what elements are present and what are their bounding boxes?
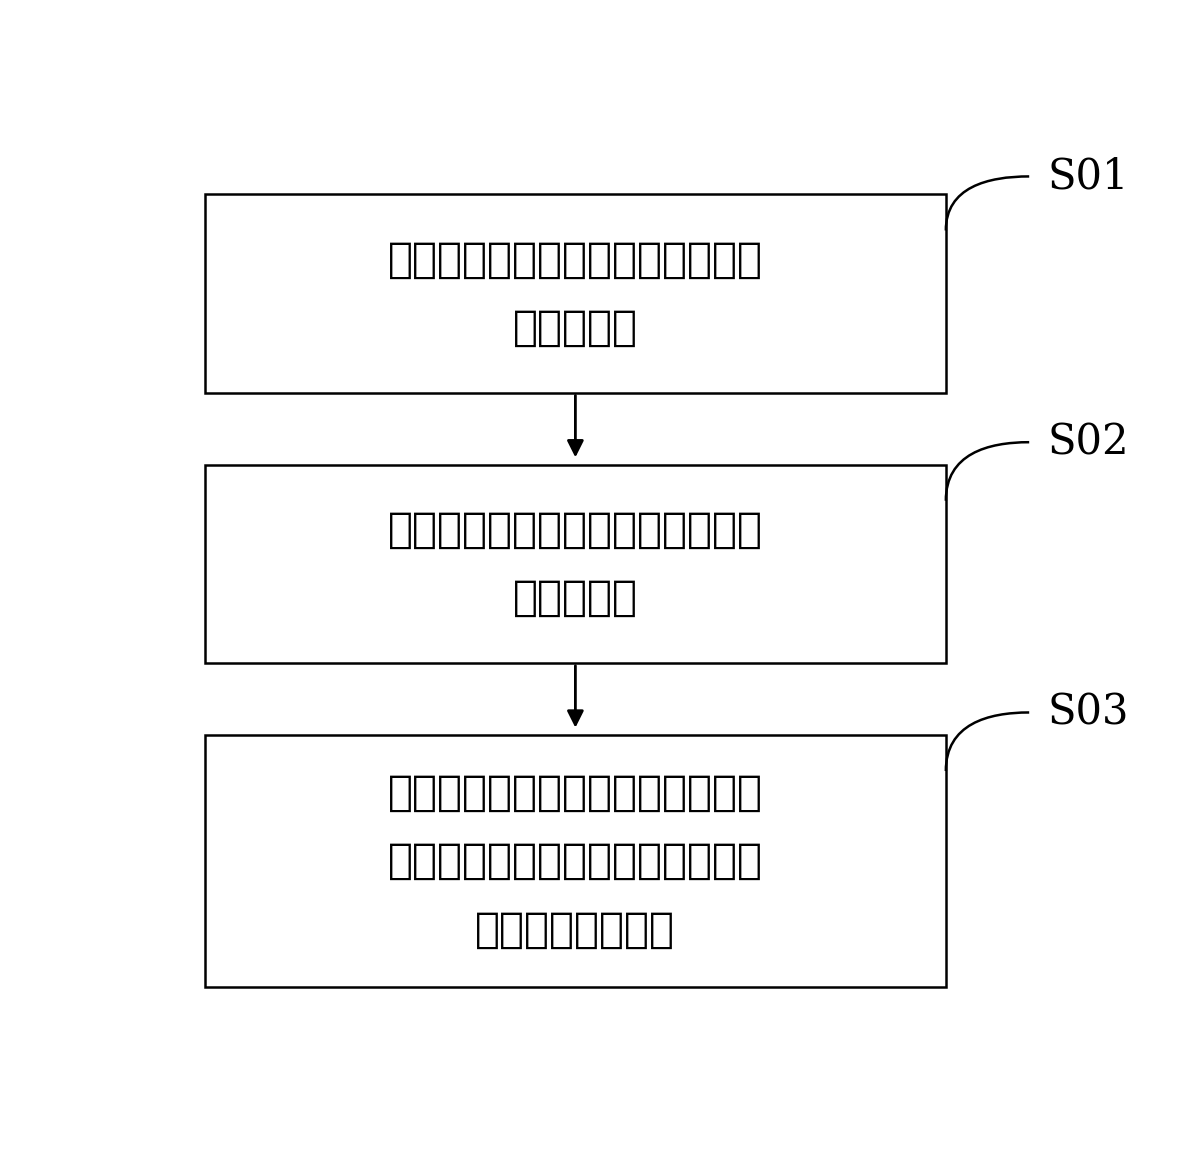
FancyBboxPatch shape xyxy=(206,735,946,987)
Text: 对任务集进行分解，得到每个任务
的能力属性: 对任务集进行分解，得到每个任务 的能力属性 xyxy=(388,509,762,619)
Text: S01: S01 xyxy=(1048,156,1129,198)
Text: 获取所述集群机器人中各个机器人
的静态属性: 获取所述集群机器人中各个机器人 的静态属性 xyxy=(388,239,762,349)
Text: S02: S02 xyxy=(1048,421,1129,463)
FancyBboxPatch shape xyxy=(206,464,946,663)
Text: S03: S03 xyxy=(1048,691,1129,734)
Text: 对所述各个机器人的静态属性和所
述每个任务的能力属性进行匹配，
生成所述评估模型: 对所述各个机器人的静态属性和所 述每个任务的能力属性进行匹配， 生成所述评估模型 xyxy=(388,772,762,950)
FancyBboxPatch shape xyxy=(206,194,946,393)
